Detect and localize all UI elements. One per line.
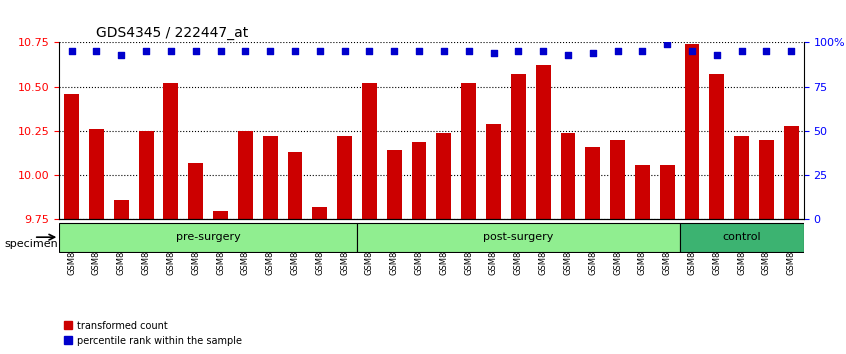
Point — [586, 50, 600, 56]
Point — [735, 48, 749, 54]
Bar — [784, 126, 799, 219]
Point — [288, 48, 302, 54]
Point — [611, 48, 624, 54]
Bar — [585, 147, 600, 219]
Bar — [759, 140, 774, 219]
Bar — [536, 65, 551, 219]
Bar — [213, 211, 228, 219]
Point — [412, 48, 426, 54]
Point — [635, 48, 649, 54]
Bar — [312, 207, 327, 219]
Bar — [114, 200, 129, 219]
Bar — [561, 133, 575, 219]
Bar — [139, 131, 153, 219]
Point — [760, 48, 773, 54]
Bar — [660, 165, 674, 219]
Text: pre-surgery: pre-surgery — [176, 232, 240, 242]
Bar — [238, 131, 253, 219]
Point — [263, 48, 277, 54]
Legend: transformed count, percentile rank within the sample: transformed count, percentile rank withi… — [64, 321, 242, 346]
Point — [685, 48, 699, 54]
Point — [536, 48, 550, 54]
Text: specimen: specimen — [4, 239, 58, 249]
Point — [486, 50, 500, 56]
Point — [140, 48, 153, 54]
Point — [65, 48, 79, 54]
Bar — [511, 74, 525, 219]
Point — [90, 48, 103, 54]
Point — [512, 48, 525, 54]
Bar — [64, 94, 79, 219]
Bar — [486, 124, 501, 219]
Bar — [710, 74, 724, 219]
Point — [437, 48, 451, 54]
Bar — [684, 44, 700, 219]
Point — [313, 48, 327, 54]
Point — [189, 48, 202, 54]
Bar — [635, 165, 650, 219]
Point — [164, 48, 178, 54]
Text: GDS4345 / 222447_at: GDS4345 / 222447_at — [96, 26, 249, 40]
Bar — [288, 152, 302, 219]
Point — [114, 52, 128, 58]
Bar — [610, 140, 625, 219]
FancyBboxPatch shape — [679, 223, 804, 251]
Point — [338, 48, 351, 54]
Text: control: control — [722, 232, 761, 242]
Bar — [437, 133, 451, 219]
Bar — [412, 142, 426, 219]
Point — [784, 48, 798, 54]
Bar — [734, 136, 749, 219]
Point — [710, 52, 723, 58]
Bar — [362, 83, 376, 219]
Bar — [387, 150, 402, 219]
Text: post-surgery: post-surgery — [483, 232, 553, 242]
Point — [561, 52, 574, 58]
Bar — [163, 83, 179, 219]
Point — [363, 48, 376, 54]
Bar — [461, 83, 476, 219]
Bar — [89, 129, 104, 219]
Point — [387, 48, 401, 54]
Point — [661, 41, 674, 47]
Point — [214, 48, 228, 54]
Point — [239, 48, 252, 54]
Bar — [263, 136, 277, 219]
Bar — [189, 163, 203, 219]
Point — [462, 48, 475, 54]
FancyBboxPatch shape — [357, 223, 679, 251]
FancyBboxPatch shape — [59, 223, 357, 251]
Bar — [338, 136, 352, 219]
